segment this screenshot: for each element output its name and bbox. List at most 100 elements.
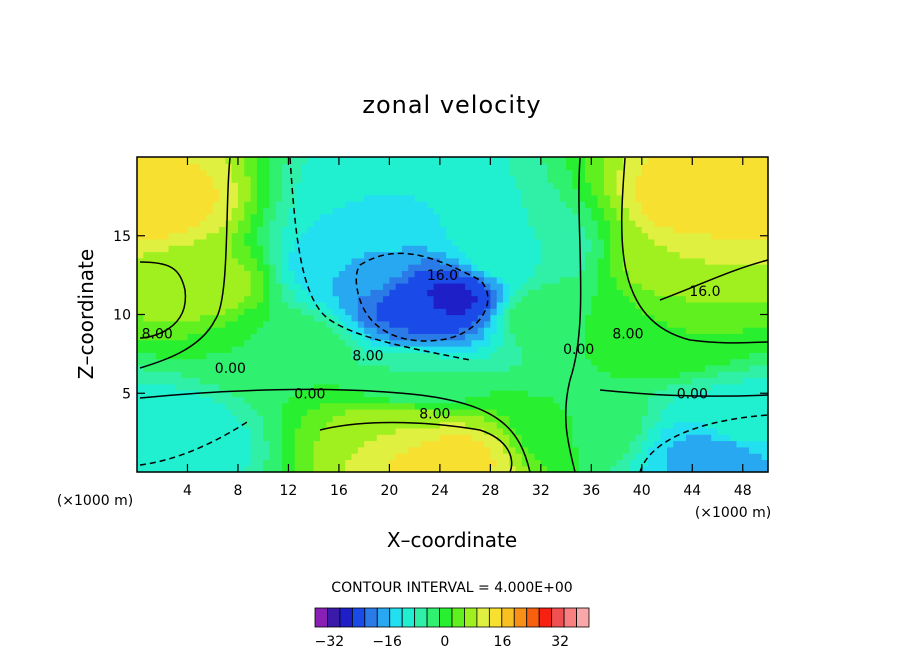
heatmap-cell [540, 459, 548, 467]
heatmap-cell [736, 396, 744, 404]
heatmap-cell [414, 182, 422, 190]
heatmap-cell [256, 213, 264, 221]
heatmap-cell [515, 377, 523, 385]
heatmap-cell [616, 446, 624, 454]
heatmap-cell [174, 301, 182, 309]
heatmap-cell [711, 333, 719, 341]
heatmap-cell [654, 175, 662, 183]
heatmap-cell [275, 169, 283, 177]
heatmap-cell [502, 270, 510, 278]
heatmap-cell [585, 427, 592, 435]
heatmap-cell [484, 415, 491, 423]
heatmap-cell [610, 182, 618, 190]
heatmap-cell [692, 377, 700, 385]
heatmap-cell [528, 226, 536, 234]
heatmap-cell [521, 226, 529, 234]
heatmap-cell [603, 308, 611, 316]
heatmap-cell [528, 459, 536, 467]
heatmap-cell [572, 295, 580, 303]
heatmap-cell [364, 295, 372, 303]
heatmap-cell [137, 339, 144, 347]
heatmap-cell [446, 238, 454, 246]
heatmap-cell [294, 327, 302, 334]
heatmap-cell [736, 440, 744, 448]
heatmap-cell [446, 440, 454, 448]
heatmap-cell [654, 453, 662, 460]
heatmap-cell [465, 465, 473, 473]
heatmap-cell [338, 364, 346, 372]
heatmap-cell [528, 402, 536, 410]
heatmap-cell [465, 383, 473, 391]
heatmap-cell [597, 289, 605, 297]
heatmap-cell [237, 421, 245, 429]
heatmap-cell [149, 327, 157, 334]
heatmap-cell [219, 358, 226, 366]
heatmap-cell [275, 446, 283, 454]
heatmap-cell [509, 201, 517, 208]
heatmap-cell [761, 220, 769, 227]
heatmap-cell [477, 415, 485, 423]
heatmap-cell [465, 201, 473, 208]
heatmap-cell [660, 333, 668, 341]
heatmap-cell [528, 169, 536, 177]
heatmap-cell [269, 213, 277, 221]
heatmap-cell [509, 276, 517, 284]
heatmap-cell [446, 465, 454, 473]
heatmap-cell [629, 188, 637, 196]
heatmap-cell [364, 364, 372, 372]
heatmap-cell [370, 276, 378, 284]
heatmap-cell [667, 245, 674, 253]
heatmap-cell [622, 207, 630, 215]
heatmap-cell [572, 390, 580, 397]
heatmap-cell [433, 459, 441, 467]
heatmap-cell [471, 238, 479, 246]
heatmap-cell [193, 434, 201, 442]
heatmap-cell [420, 188, 428, 196]
heatmap-cell [244, 220, 252, 227]
heatmap-cell [685, 333, 693, 341]
heatmap-cell [490, 402, 498, 410]
heatmap-cell [376, 434, 384, 442]
heatmap-cell [717, 201, 725, 208]
heatmap-cell [345, 188, 353, 196]
heatmap-cell [648, 320, 656, 328]
heatmap-cell [484, 358, 491, 366]
heatmap-cell [162, 358, 170, 366]
heatmap-cell [168, 453, 176, 460]
heatmap-cell [307, 383, 315, 391]
heatmap-cell [376, 314, 384, 322]
heatmap-cell [603, 182, 611, 190]
heatmap-cell [364, 421, 372, 429]
heatmap-cell [338, 440, 346, 448]
heatmap-cell [313, 251, 321, 259]
heatmap-cell [414, 245, 422, 253]
heatmap-cell [162, 264, 170, 271]
heatmap-cell [673, 459, 681, 467]
heatmap-cell [736, 327, 744, 334]
heatmap-cell [685, 427, 693, 435]
heatmap-cell [244, 264, 252, 271]
heatmap-cell [484, 245, 491, 253]
heatmap-cell [269, 232, 277, 240]
heatmap-cell [212, 182, 220, 190]
heatmap-cell [622, 245, 630, 253]
heatmap-cell [301, 320, 308, 328]
heatmap-cell [301, 220, 308, 227]
heatmap-cell [187, 396, 195, 404]
heatmap-cell [313, 213, 321, 221]
heatmap-cell [515, 289, 523, 297]
heatmap-cell [313, 289, 321, 297]
heatmap-cell [395, 226, 403, 234]
heatmap-cell [326, 377, 334, 385]
heatmap-cell [200, 459, 208, 467]
heatmap-cell [534, 276, 542, 284]
heatmap-cell [698, 421, 706, 429]
heatmap-cell [660, 402, 668, 410]
heatmap-cell [622, 409, 630, 416]
heatmap-cell [667, 207, 674, 215]
heatmap-cell [137, 346, 144, 353]
heatmap-cell [755, 346, 763, 353]
heatmap-cell [559, 232, 567, 240]
heatmap-cell [452, 188, 460, 196]
heatmap-cell [521, 327, 529, 334]
